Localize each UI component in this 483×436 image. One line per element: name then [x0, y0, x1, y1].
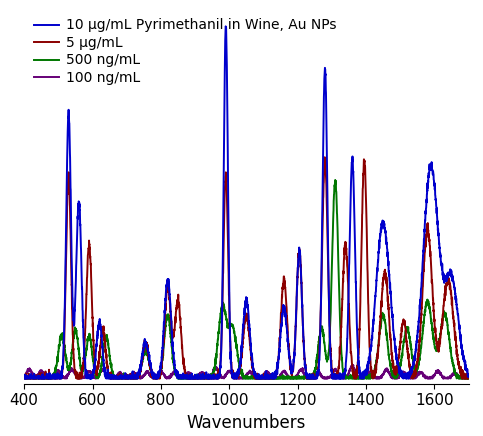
10 μg/mL Pyrimethanil in Wine, Au NPs — [466, 374, 471, 379]
500 ng/mL — [211, 367, 217, 372]
5 μg/mL — [457, 365, 463, 371]
10 μg/mL Pyrimethanil in Wine, Au NPs — [457, 330, 463, 336]
10 μg/mL Pyrimethanil in Wine, Au NPs — [192, 376, 198, 381]
5 μg/mL — [322, 155, 327, 160]
500 ng/mL — [457, 375, 463, 381]
500 ng/mL — [466, 376, 471, 381]
Line: 500 ng/mL: 500 ng/mL — [24, 180, 469, 378]
5 μg/mL — [466, 376, 471, 381]
100 ng/mL — [99, 368, 104, 374]
100 ng/mL — [72, 370, 78, 375]
100 ng/mL — [466, 376, 471, 381]
100 ng/mL — [349, 362, 355, 368]
X-axis label: Wavenumbers: Wavenumbers — [186, 414, 306, 432]
500 ng/mL — [22, 376, 28, 381]
500 ng/mL — [21, 373, 27, 378]
10 μg/mL Pyrimethanil in Wine, Au NPs — [211, 376, 217, 381]
100 ng/mL — [21, 374, 27, 379]
10 μg/mL Pyrimethanil in Wine, Au NPs — [21, 372, 27, 378]
10 μg/mL Pyrimethanil in Wine, Au NPs — [21, 376, 27, 381]
5 μg/mL — [211, 375, 217, 380]
100 ng/mL — [457, 374, 463, 379]
100 ng/mL — [211, 366, 217, 371]
Line: 100 ng/mL: 100 ng/mL — [24, 365, 469, 378]
5 μg/mL — [409, 372, 415, 377]
100 ng/mL — [409, 376, 415, 381]
10 μg/mL Pyrimethanil in Wine, Au NPs — [99, 334, 104, 339]
10 μg/mL Pyrimethanil in Wine, Au NPs — [72, 303, 78, 308]
Line: 5 μg/mL: 5 μg/mL — [24, 157, 469, 378]
500 ng/mL — [99, 364, 104, 369]
500 ng/mL — [332, 177, 338, 183]
10 μg/mL Pyrimethanil in Wine, Au NPs — [223, 24, 228, 29]
Line: 10 μg/mL Pyrimethanil in Wine, Au NPs: 10 μg/mL Pyrimethanil in Wine, Au NPs — [24, 26, 469, 378]
500 ng/mL — [192, 376, 198, 381]
5 μg/mL — [72, 368, 78, 373]
500 ng/mL — [409, 356, 415, 361]
5 μg/mL — [21, 376, 27, 381]
10 μg/mL Pyrimethanil in Wine, Au NPs — [409, 365, 415, 371]
100 ng/mL — [45, 376, 51, 381]
Legend: 10 μg/mL Pyrimethanil in Wine, Au NPs, 5 μg/mL, 500 ng/mL, 100 ng/mL: 10 μg/mL Pyrimethanil in Wine, Au NPs, 5… — [31, 16, 339, 88]
100 ng/mL — [192, 375, 198, 380]
5 μg/mL — [99, 334, 104, 339]
5 μg/mL — [192, 376, 198, 381]
500 ng/mL — [72, 325, 78, 330]
